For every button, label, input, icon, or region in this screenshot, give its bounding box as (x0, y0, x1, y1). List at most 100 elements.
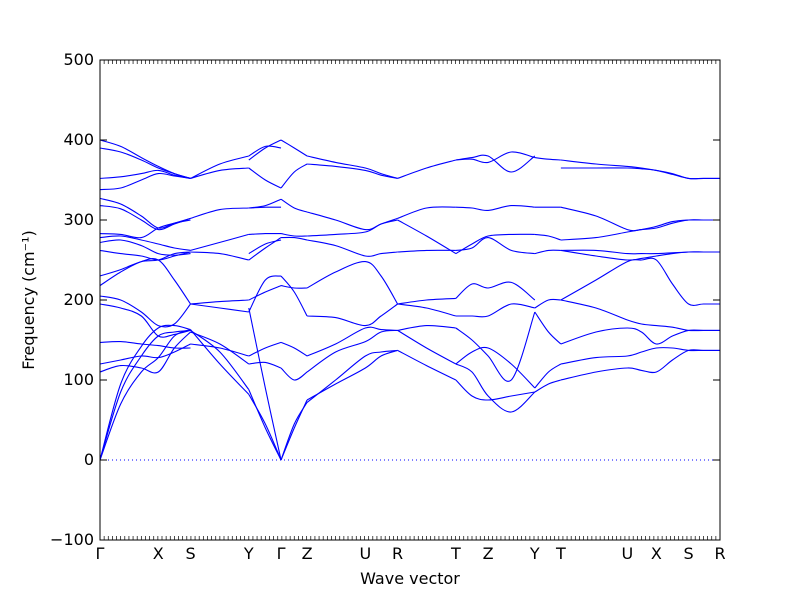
band-line-45 (248, 145, 282, 157)
phonon-bands (99, 139, 720, 461)
band-line-82 (455, 281, 536, 301)
band-line-86 (455, 154, 536, 173)
band-line-36 (248, 275, 282, 313)
band-line-77 (455, 379, 535, 401)
x-tick-label: X (153, 544, 164, 563)
y-axis-ticks: −100 0 100 200 300 400 500 (50, 50, 720, 549)
band-line-9 (99, 251, 191, 277)
band-line-93 (534, 233, 562, 241)
band-line-90 (534, 311, 562, 345)
band-line-57 (306, 349, 398, 401)
band-line-100 (560, 299, 720, 332)
band-line-79 (455, 346, 536, 389)
x-tick-label: Z (302, 544, 313, 563)
band-line-29 (190, 155, 249, 179)
band-line-65 (306, 211, 398, 231)
x-tick-label: S (684, 544, 694, 563)
x-axis-label: Wave vector (360, 569, 460, 588)
band-line-19 (99, 139, 191, 179)
band-line-11 (99, 239, 191, 256)
band-line-97 (560, 347, 720, 365)
band-line-52 (281, 236, 308, 241)
band-line-32 (248, 389, 282, 461)
band-line-20 (190, 329, 250, 395)
band-line-35 (248, 341, 282, 357)
y-tick-label: 100 (63, 370, 94, 389)
band-line-5 (99, 341, 191, 349)
band-line-6 (99, 303, 191, 338)
band-line-83 (455, 237, 535, 255)
band-line-33 (248, 307, 282, 461)
band-line-22 (190, 331, 250, 365)
band-line-58 (306, 349, 398, 403)
band-line-26 (190, 251, 249, 261)
band-line-74 (397, 219, 457, 255)
x-tick-label: T (555, 544, 566, 563)
band-line-40 (248, 232, 282, 235)
band-line-61 (307, 303, 398, 327)
x-tick-label: Γ (277, 544, 286, 563)
band-line-17 (99, 169, 191, 179)
x-tick-label: Γ (96, 544, 105, 563)
band-line-51 (280, 285, 308, 289)
band-line-88 (534, 379, 562, 393)
band-line-30 (190, 167, 249, 179)
band-line-91 (534, 298, 561, 309)
band-line-66 (307, 163, 398, 179)
band-line-4 (99, 343, 191, 365)
band-line-76 (397, 159, 457, 179)
band-line-73 (397, 249, 456, 253)
band-line-69 (397, 329, 457, 365)
y-tick-label: 400 (63, 130, 94, 149)
y-tick-label: 500 (63, 50, 94, 69)
x-tick-label: U (622, 544, 634, 563)
y-tick-label: 200 (63, 290, 94, 309)
band-line-80 (455, 311, 536, 382)
x-tick-label: U (360, 544, 372, 563)
band-line-24 (190, 303, 249, 313)
y-tick-label: −100 (50, 530, 94, 549)
band-line-39 (248, 239, 282, 255)
y-tick-label: 0 (84, 450, 94, 469)
x-tick-label: Y (243, 544, 254, 563)
band-line-87 (455, 151, 535, 164)
band-line-27 (190, 233, 249, 251)
band-line-53 (280, 233, 308, 237)
band-line-78 (455, 363, 536, 413)
band-line-81 (455, 303, 535, 318)
band-line-72 (397, 297, 456, 305)
band-line-92 (534, 249, 561, 255)
band-line-102 (560, 249, 720, 261)
band-line-85 (455, 204, 535, 211)
x-tick-label: T (450, 544, 461, 563)
band-line-60 (306, 326, 398, 357)
band-line-38 (248, 237, 282, 261)
plot-area (100, 60, 720, 540)
band-line-2 (99, 324, 191, 461)
band-line-49 (280, 341, 308, 357)
band-line-68 (397, 349, 457, 381)
band-line-23 (190, 343, 249, 357)
band-line-28 (190, 207, 249, 219)
band-line-42 (248, 206, 282, 209)
band-line-16 (99, 172, 191, 191)
band-line-95 (534, 157, 561, 161)
band-line-67 (306, 155, 398, 179)
band-line-62 (306, 261, 399, 305)
band-line-34 (248, 361, 282, 369)
band-line-48 (280, 367, 308, 381)
band-line-71 (397, 303, 457, 317)
x-tick-label: Y (529, 544, 540, 563)
minor-ticks (99, 60, 721, 540)
band-line-104 (560, 206, 720, 232)
band-line-75 (397, 206, 456, 219)
band-line-12 (99, 235, 191, 251)
band-line-7 (99, 295, 191, 328)
x-tick-label: X (651, 544, 662, 563)
band-line-47 (280, 402, 308, 461)
band-line-43 (248, 167, 282, 189)
band-line-15 (99, 197, 191, 229)
band-line-59 (306, 329, 398, 373)
